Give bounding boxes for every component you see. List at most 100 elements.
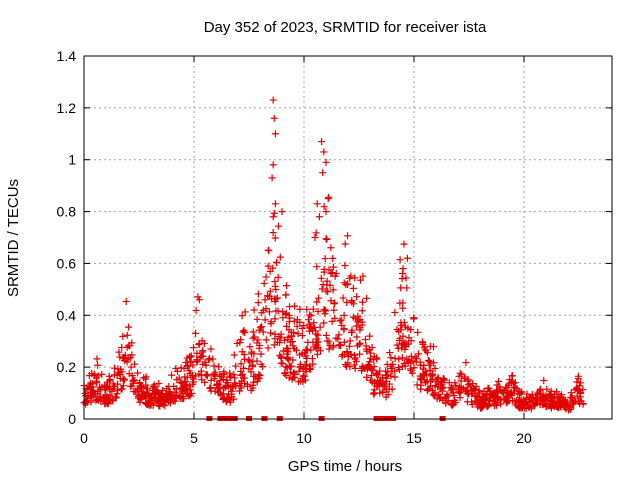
data-point: [577, 379, 585, 387]
data-point: [324, 195, 332, 203]
data-point: [407, 326, 415, 334]
data-point: [314, 308, 322, 316]
data-point: [325, 345, 333, 353]
x-tick-label: 0: [80, 430, 88, 446]
data-point: [115, 348, 123, 356]
data-point: [344, 232, 352, 240]
data-point: [211, 372, 219, 380]
data-point: [359, 298, 367, 306]
data-point: [511, 383, 519, 391]
data-point: [335, 331, 343, 339]
data-point: [575, 397, 583, 405]
data-point: [195, 340, 203, 348]
data-point: [313, 263, 321, 271]
data-point: [215, 389, 223, 397]
data-point: [420, 343, 428, 351]
data-point: [547, 400, 555, 408]
data-point: [269, 161, 277, 169]
data-point: [207, 345, 215, 353]
data-point: [295, 378, 303, 386]
data-point: [223, 394, 231, 402]
x-axis-ticks: 0 5 10 15 20: [80, 56, 532, 446]
data-point: [303, 305, 311, 313]
data-point: [320, 203, 328, 211]
data-point: [373, 354, 381, 362]
data-point: [379, 374, 387, 382]
x-axis-label: GPS time / hours: [288, 458, 402, 475]
data-point: [136, 379, 144, 387]
data-point: [114, 365, 122, 373]
data-point: [573, 378, 581, 386]
data-point: [341, 262, 349, 270]
data-point: [284, 333, 292, 341]
data-point: [171, 388, 179, 396]
data-point: [271, 335, 279, 343]
data-point: [289, 342, 297, 350]
data-point: [156, 391, 164, 399]
data-point: [469, 380, 477, 388]
data-point: [281, 369, 289, 377]
data-point: [230, 370, 238, 378]
data-point: [313, 298, 321, 306]
data-point: [370, 378, 378, 386]
data-point: [396, 256, 404, 264]
data-point: [433, 375, 441, 383]
data-point: [197, 367, 205, 375]
chart-title: Day 352 of 2023, SRMTID for receiver ist…: [204, 19, 487, 36]
data-point: [241, 355, 249, 363]
data-point: [403, 284, 411, 292]
data-point: [468, 401, 476, 409]
data-point: [340, 279, 348, 287]
data-point: [320, 306, 328, 314]
data-point: [273, 294, 281, 302]
data-point: [359, 272, 367, 280]
data-point: [270, 209, 278, 217]
data-point: [421, 379, 429, 387]
data-point: [277, 359, 285, 367]
x-tick-label: 10: [296, 430, 312, 446]
data-point: [388, 385, 396, 393]
data-point: [346, 337, 354, 345]
data-point: [87, 393, 95, 401]
data-point: [342, 362, 350, 370]
data-point: [178, 379, 186, 387]
data-point: [85, 372, 93, 380]
data-point: [213, 381, 221, 389]
data-point: [438, 381, 446, 389]
data-point: [340, 311, 348, 319]
data-point: [288, 375, 296, 383]
data-point: [194, 293, 202, 301]
data-point: [224, 379, 232, 387]
data-point: [296, 305, 304, 313]
data-point: [128, 339, 136, 347]
data-point: [568, 400, 576, 408]
data-point: [336, 341, 344, 349]
data-point: [353, 333, 361, 341]
data-point: [264, 344, 272, 352]
data-point: [323, 337, 331, 345]
data-point: [456, 369, 464, 377]
data-point: [431, 365, 439, 373]
data-point: [325, 266, 333, 274]
data-point: [187, 357, 195, 365]
data-point: [171, 397, 179, 405]
data-point: [344, 352, 352, 360]
data-point: [253, 315, 261, 323]
data-point: [422, 347, 430, 355]
data-point: [358, 364, 366, 372]
data-point: [349, 313, 357, 321]
data-point: [329, 263, 337, 271]
data-point: [293, 322, 301, 330]
data-point: [410, 364, 418, 372]
data-point: [195, 296, 203, 304]
data-point: [393, 341, 401, 349]
data-point: [365, 361, 373, 369]
data-point: [294, 330, 302, 338]
data-point: [375, 383, 383, 391]
data-point: [101, 397, 109, 405]
data-point: [318, 285, 326, 293]
y-axis-ticks: 0 0.2 0.4 0.6 0.8 1 1.2 1.4: [57, 48, 612, 427]
data-point: [179, 389, 187, 397]
data-point: [490, 389, 498, 397]
data-point: [254, 299, 262, 307]
